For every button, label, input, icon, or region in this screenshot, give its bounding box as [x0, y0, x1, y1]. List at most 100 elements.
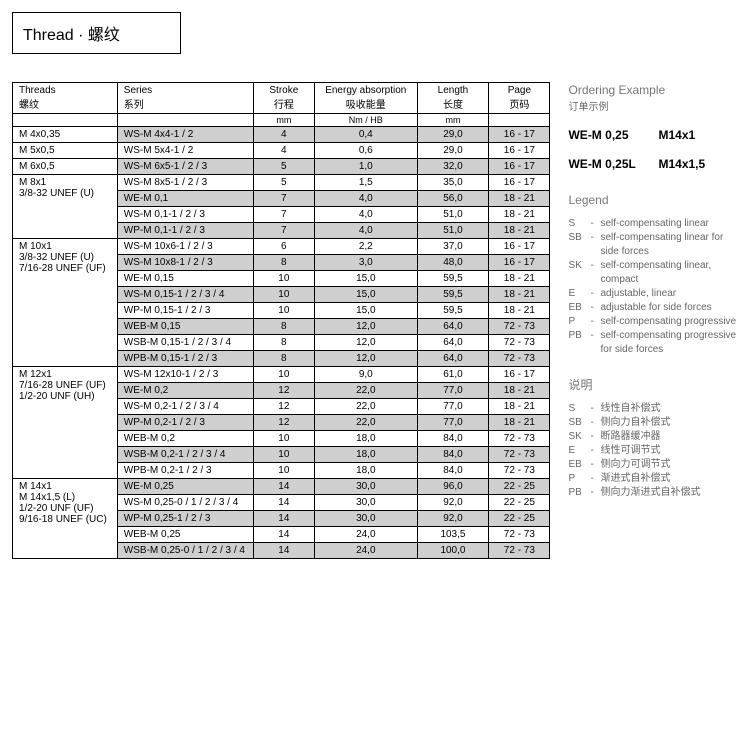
unit-cell — [117, 114, 253, 127]
data-cell: 72 - 73 — [489, 447, 550, 463]
thread-cell: M 12x17/16-28 UNEF (UF)1/2-20 UNF (UH) — [13, 367, 118, 479]
data-cell: 56,0 — [417, 191, 489, 207]
table-row: M 8x13/8-32 UNEF (U)WS-M 8x5-1 / 2 / 351… — [13, 175, 550, 191]
data-cell: 29,0 — [417, 143, 489, 159]
data-cell: 48,0 — [417, 255, 489, 271]
unit-cell — [489, 114, 550, 127]
data-cell: WSB-M 0,25-0 / 1 / 2 / 3 / 4 — [117, 543, 253, 559]
data-cell: 72 - 73 — [489, 431, 550, 447]
data-cell: 18 - 21 — [489, 287, 550, 303]
data-cell: 59,5 — [417, 303, 489, 319]
legend-row: E-线性可调节式 — [568, 444, 738, 458]
data-cell: WS-M 0,1-1 / 2 / 3 — [117, 207, 253, 223]
unit-cell: mm — [253, 114, 314, 127]
data-cell: WS-M 0,15-1 / 2 / 3 / 4 — [117, 287, 253, 303]
data-cell: 12,0 — [314, 335, 417, 351]
data-cell: 14 — [253, 543, 314, 559]
data-cell: WSB-M 0,2-1 / 2 / 3 / 4 — [117, 447, 253, 463]
legend-row: SB-侧向力自补偿式 — [568, 416, 738, 430]
data-cell: 8 — [253, 319, 314, 335]
data-cell: 7 — [253, 207, 314, 223]
data-cell: 72 - 73 — [489, 335, 550, 351]
data-cell: 3,0 — [314, 255, 417, 271]
data-cell: 72 - 73 — [489, 351, 550, 367]
col-header: Stroke行程 — [253, 83, 314, 114]
data-cell: WE-M 0,15 — [117, 271, 253, 287]
data-cell: 10 — [253, 367, 314, 383]
data-cell: 1,5 — [314, 175, 417, 191]
data-cell: 16 - 17 — [489, 159, 550, 175]
data-cell: WS-M 4x4-1 / 2 — [117, 127, 253, 143]
data-cell: WE-M 0,25 — [117, 479, 253, 495]
thread-cell: M 6x0,5 — [13, 159, 118, 175]
data-cell: 51,0 — [417, 207, 489, 223]
data-cell: 18 - 21 — [489, 383, 550, 399]
col-header: Threads螺纹 — [13, 83, 118, 114]
unit-cell — [13, 114, 118, 127]
data-cell: 15,0 — [314, 303, 417, 319]
ordering-example: WE-M 0,25M14x1 — [568, 127, 738, 144]
data-cell: WPB-M 0,2-1 / 2 / 3 — [117, 463, 253, 479]
data-cell: 22 - 25 — [489, 495, 550, 511]
table-row: M 4x0,35WS-M 4x4-1 / 240,429,016 - 17 — [13, 127, 550, 143]
data-cell: 84,0 — [417, 463, 489, 479]
data-cell: 14 — [253, 511, 314, 527]
data-cell: 18 - 21 — [489, 399, 550, 415]
ordering-title-en: Ordering Example — [568, 82, 738, 99]
data-cell: 18 - 21 — [489, 271, 550, 287]
sidebar: Ordering Example 订单示例 WE-M 0,25M14x1WE-M… — [568, 82, 738, 500]
data-cell: 0,6 — [314, 143, 417, 159]
data-cell: WS-M 5x4-1 / 2 — [117, 143, 253, 159]
legend-row: P-self-compensating progressive — [568, 315, 738, 329]
ordering-title-cn: 订单示例 — [568, 101, 738, 115]
data-cell: 16 - 17 — [489, 143, 550, 159]
data-cell: 10 — [253, 271, 314, 287]
data-cell: 92,0 — [417, 495, 489, 511]
data-cell: WS-M 6x5-1 / 2 / 3 — [117, 159, 253, 175]
data-cell: 22 - 25 — [489, 511, 550, 527]
data-cell: 30,0 — [314, 495, 417, 511]
data-cell: WP-M 0,25-1 / 2 / 3 — [117, 511, 253, 527]
data-cell: 59,5 — [417, 271, 489, 287]
data-cell: 7 — [253, 223, 314, 239]
data-cell: 8 — [253, 351, 314, 367]
data-cell: WE-M 0,2 — [117, 383, 253, 399]
data-cell: 92,0 — [417, 511, 489, 527]
data-cell: 84,0 — [417, 447, 489, 463]
data-cell: 10 — [253, 447, 314, 463]
data-cell: 77,0 — [417, 399, 489, 415]
data-cell: 18,0 — [314, 431, 417, 447]
data-cell: WP-M 0,1-1 / 2 / 3 — [117, 223, 253, 239]
data-cell: 8 — [253, 255, 314, 271]
thread-cell: M 4x0,35 — [13, 127, 118, 143]
table-row: M 10x13/8-32 UNEF (U)7/16-28 UNEF (UF)WS… — [13, 239, 550, 255]
data-cell: 24,0 — [314, 543, 417, 559]
page-title: Thread · 螺纹 — [12, 12, 181, 54]
data-cell: WP-M 0,2-1 / 2 / 3 — [117, 415, 253, 431]
data-cell: WE-M 0,1 — [117, 191, 253, 207]
data-cell: 12,0 — [314, 319, 417, 335]
data-cell: 103,5 — [417, 527, 489, 543]
data-cell: 18 - 21 — [489, 207, 550, 223]
data-cell: 29,0 — [417, 127, 489, 143]
data-cell: 32,0 — [417, 159, 489, 175]
data-cell: 22,0 — [314, 383, 417, 399]
data-cell: 35,0 — [417, 175, 489, 191]
legend-row: S-self-compensating linear — [568, 217, 738, 231]
data-cell: 4,0 — [314, 207, 417, 223]
data-cell: 16 - 17 — [489, 127, 550, 143]
data-cell: 16 - 17 — [489, 255, 550, 271]
legend-row: PB-self-compensating progressive for sid… — [568, 329, 738, 357]
data-cell: 18 - 21 — [489, 303, 550, 319]
data-cell: WS-M 0,2-1 / 2 / 3 / 4 — [117, 399, 253, 415]
col-header: Page页码 — [489, 83, 550, 114]
data-cell: 15,0 — [314, 287, 417, 303]
data-cell: 4,0 — [314, 191, 417, 207]
thread-cell: M 10x13/8-32 UNEF (U)7/16-28 UNEF (UF) — [13, 239, 118, 367]
shuoming-title: 说明 — [568, 377, 738, 394]
data-cell: 1,0 — [314, 159, 417, 175]
data-cell: 77,0 — [417, 415, 489, 431]
data-cell: 64,0 — [417, 319, 489, 335]
data-cell: 4 — [253, 127, 314, 143]
data-cell: 16 - 17 — [489, 175, 550, 191]
